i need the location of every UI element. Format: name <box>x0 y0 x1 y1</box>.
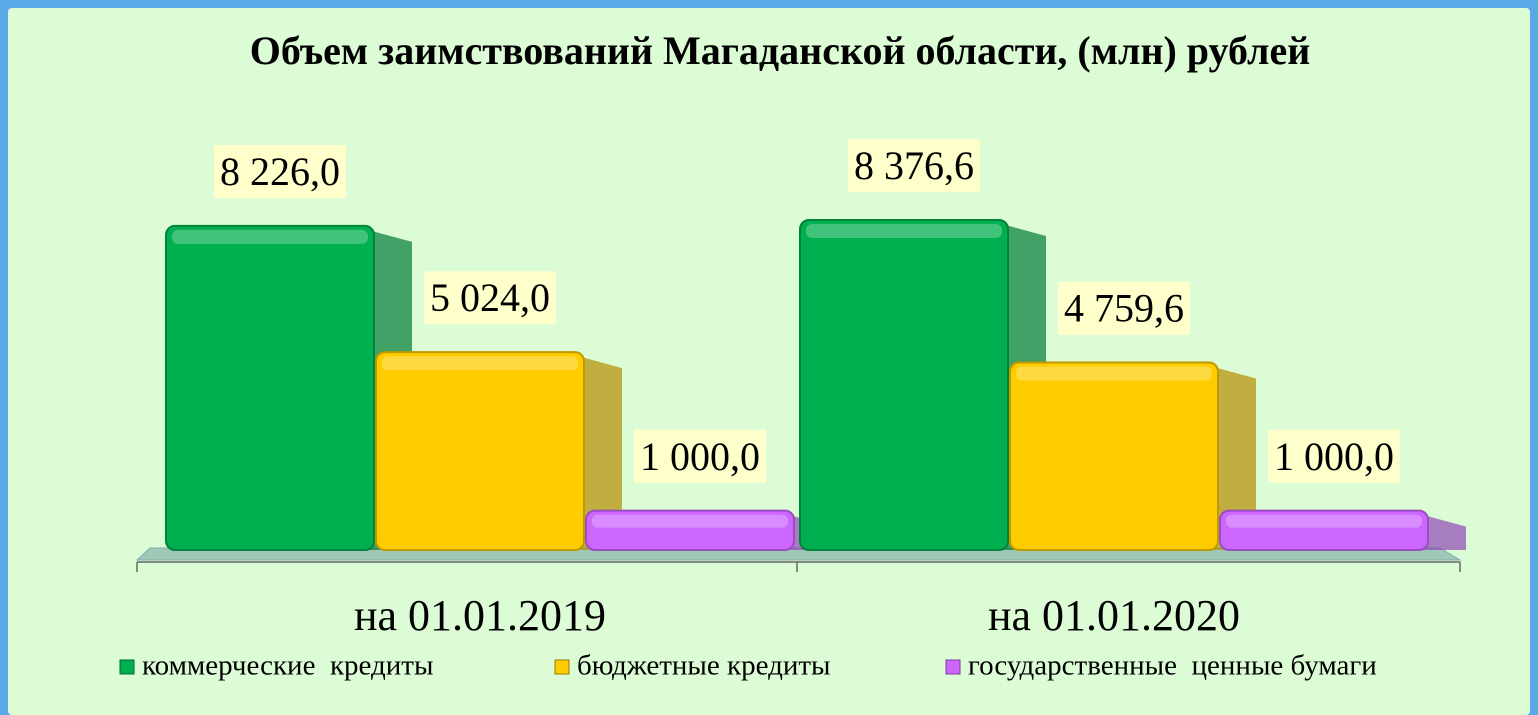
legend-marker <box>119 659 135 675</box>
value-label-box <box>424 271 556 325</box>
bar <box>1009 361 1256 551</box>
bar-highlight <box>592 514 788 528</box>
bar-highlight <box>806 224 1002 238</box>
legend-label: бюджетные кредиты <box>577 650 831 682</box>
value-label-box <box>214 145 346 199</box>
bar-front <box>799 219 1009 551</box>
bar <box>375 351 622 551</box>
bar-highlight <box>1016 366 1212 381</box>
value-label-box <box>1058 281 1190 335</box>
value-label-box <box>848 139 980 193</box>
chart-title: Объем заимствований Магаданской области,… <box>249 28 1311 73</box>
legend-marker <box>554 659 570 675</box>
value-label: 8 226,0 <box>220 149 340 194</box>
bar <box>585 509 832 552</box>
bar-front <box>1009 361 1219 551</box>
value-label: 1 000,0 <box>1274 434 1394 479</box>
legend-label: государственные ценные бумаги <box>968 650 1377 682</box>
x-tick-label: на 01.01.2020 <box>988 591 1240 640</box>
bar-side <box>1422 514 1466 550</box>
bar-side <box>1212 366 1256 550</box>
value-label: 1 000,0 <box>640 434 760 479</box>
bar-side <box>578 356 622 550</box>
x-tick-label: на 01.01.2019 <box>354 591 606 640</box>
legend-label: коммерческие кредиты <box>142 650 433 682</box>
bar-front <box>585 509 795 552</box>
bar <box>1219 509 1466 552</box>
value-label-box <box>634 429 766 483</box>
legend-marker <box>945 659 961 675</box>
value-label: 4 759,6 <box>1064 286 1184 331</box>
bar-front <box>165 224 375 551</box>
bar-highlight <box>1226 514 1422 528</box>
value-label: 5 024,0 <box>430 275 550 320</box>
value-label: 8 376,6 <box>854 143 974 188</box>
bar-highlight <box>382 356 578 371</box>
value-label-box <box>1268 429 1400 483</box>
bar-front <box>1219 509 1429 552</box>
bar-highlight <box>172 229 368 244</box>
bar-front <box>375 351 585 551</box>
